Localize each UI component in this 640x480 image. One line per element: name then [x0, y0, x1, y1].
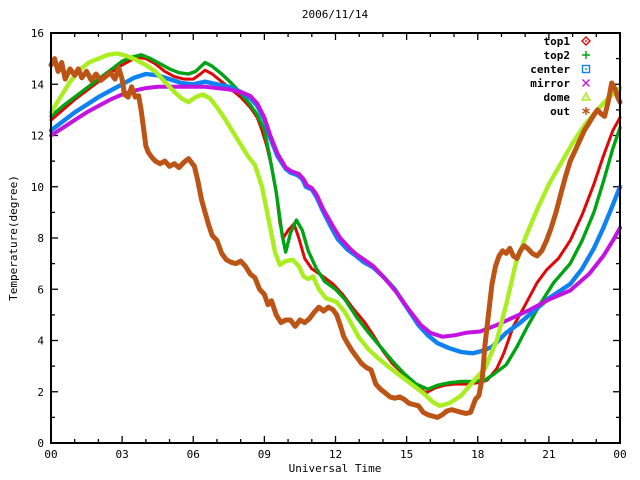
y-tick-label: 2	[37, 386, 44, 399]
y-axis-label: Temperature(degree)	[7, 175, 20, 301]
y-tick-label: 10	[31, 181, 44, 194]
legend-item-mirror: mirror	[530, 77, 590, 90]
legend-label: top1	[544, 35, 571, 48]
y-tick-label: 0	[37, 437, 44, 450]
y-tick-label: 14	[31, 78, 45, 91]
x-tick-label: 12	[329, 448, 342, 461]
plot-border	[50, 32, 621, 444]
y-tick-label: 4	[37, 335, 44, 348]
x-tick-label: 03	[116, 448, 129, 461]
series-top1	[49, 55, 622, 395]
chart-title: 2006/11/14	[302, 8, 369, 21]
series-top2	[49, 53, 622, 391]
marker-shape	[580, 91, 592, 101]
legend-item-center: center	[530, 63, 591, 76]
x-tick-label: 00	[44, 448, 57, 461]
legend-marker-square	[581, 64, 591, 74]
legend-item-dome: dome	[544, 91, 592, 104]
marker-shape	[582, 51, 590, 59]
marker-dot	[585, 40, 587, 42]
legend-label: out	[550, 105, 570, 118]
x-tick-label: 15	[400, 448, 413, 461]
y-tick-label: 12	[31, 130, 44, 143]
series-out	[48, 56, 623, 420]
marker-shape	[581, 36, 591, 46]
legend-marker-plus	[582, 51, 590, 59]
series-mirror	[49, 84, 622, 339]
y-tick-label: 8	[37, 232, 44, 245]
legend-label: mirror	[530, 77, 570, 90]
marker-shape	[582, 107, 590, 115]
legend-label: center	[530, 63, 570, 76]
x-tick-label: 21	[542, 448, 555, 461]
legend-item-top2: top2	[544, 49, 590, 62]
series-dome	[48, 51, 623, 408]
legend-label: top2	[544, 49, 571, 62]
legend-item-top1: top1	[544, 35, 591, 48]
series-lines	[48, 51, 623, 420]
marker-dot	[585, 96, 587, 99]
marker-shape	[582, 79, 590, 87]
legend-label: dome	[544, 91, 571, 104]
marker-shape	[581, 64, 591, 74]
legend-marker-cross	[582, 79, 590, 87]
marker-dot	[585, 68, 587, 70]
y-tick-label: 6	[37, 283, 44, 296]
legend-item-out: out	[550, 105, 590, 118]
x-tick-label: 09	[258, 448, 271, 461]
x-tick-label: 18	[471, 448, 484, 461]
x-tick-label: 06	[187, 448, 200, 461]
legend-marker-diamond	[581, 36, 591, 46]
x-axis-label: Universal Time	[289, 462, 382, 475]
y-tick-label: 16	[31, 27, 44, 40]
legend-marker-triangle	[580, 91, 592, 101]
legend-marker-asterisk	[582, 107, 590, 115]
x-tick-label: 00	[613, 448, 626, 461]
